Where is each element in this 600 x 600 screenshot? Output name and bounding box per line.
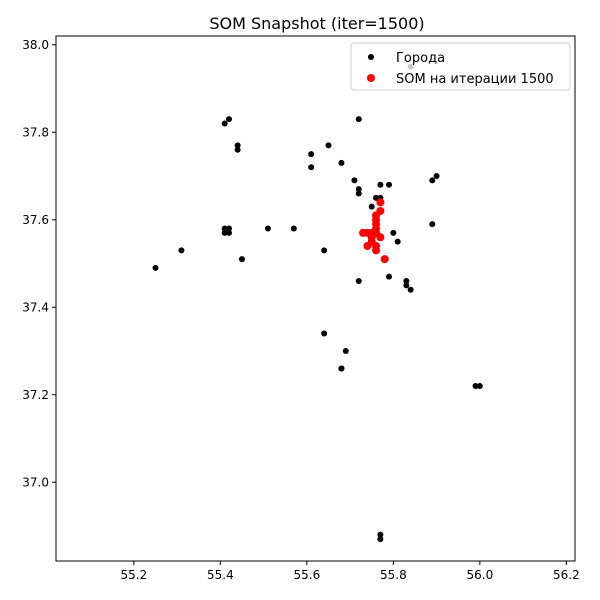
city-point [321, 330, 328, 337]
city-point [373, 194, 380, 201]
city-point [338, 365, 345, 372]
city-point [234, 142, 241, 149]
city-point [325, 142, 332, 149]
y-tick-label: 37.0 [22, 475, 49, 489]
city-point [386, 273, 393, 280]
city-point [403, 282, 410, 289]
som-point [363, 242, 372, 250]
y-axis: 37.0 37.2 37.4 37.6 37.8 38.0 [22, 38, 56, 489]
y-tick-label: 37.8 [22, 125, 49, 139]
x-tick-label: 56.2 [553, 568, 580, 582]
city-point [407, 286, 414, 293]
city-point [355, 190, 362, 197]
city-point [433, 173, 440, 179]
city-point [264, 225, 271, 232]
city-point [429, 221, 436, 228]
city-point [429, 177, 436, 184]
som-point [367, 228, 376, 237]
legend-label: Города [396, 51, 445, 66]
x-tick-label: 55.4 [207, 568, 234, 582]
x-tick-label: 55.6 [293, 568, 320, 582]
legend: Города SOM на итерации 1500 [350, 42, 571, 91]
city-point [377, 531, 384, 538]
city-point [321, 247, 328, 254]
city-point [308, 164, 315, 171]
city-point [355, 116, 362, 123]
city-point [476, 383, 483, 389]
som-point [380, 255, 389, 264]
x-tick-label: 56.0 [466, 568, 493, 582]
y-tick-label: 38.0 [22, 38, 49, 52]
city-point [390, 229, 397, 236]
city-point [351, 177, 358, 184]
x-tick-label: 55.8 [380, 568, 407, 582]
x-axis: 55.2 55.4 55.6 55.8 56.0 56.2 [120, 561, 580, 582]
data-points [152, 63, 483, 543]
y-tick-label: 37.4 [22, 300, 49, 314]
city-point [152, 264, 159, 271]
city-point [226, 225, 232, 232]
legend-box [350, 42, 571, 91]
city-point [238, 256, 245, 263]
legend-marker [367, 74, 375, 82]
city-point [377, 181, 384, 188]
legend-label: SOM на итерации 1500 [396, 72, 554, 87]
city-point [342, 348, 349, 354]
city-point [221, 229, 228, 236]
city-point [377, 536, 384, 543]
series-2 [359, 198, 389, 264]
chart-title: SOM Snapshot (iter=1500) [209, 14, 424, 33]
y-tick-label: 37.6 [22, 213, 49, 227]
legend-marker [368, 54, 374, 60]
som-point [372, 246, 381, 255]
som-point [359, 228, 368, 237]
city-point [226, 116, 232, 123]
city-point [394, 238, 401, 245]
som-point [376, 198, 385, 207]
city-point [221, 225, 228, 232]
city-point [178, 247, 185, 254]
city-point [338, 159, 345, 166]
x-tick-label: 55.2 [120, 568, 147, 582]
city-point [221, 120, 228, 127]
city-point [472, 383, 479, 389]
som-point [376, 233, 385, 242]
city-point [290, 225, 297, 232]
y-tick-label: 37.2 [22, 388, 49, 402]
city-point [355, 278, 362, 284]
city-point [403, 278, 410, 284]
city-point [226, 229, 232, 236]
city-point [386, 181, 393, 188]
plot-frame [55, 35, 576, 562]
city-point [234, 146, 241, 153]
city-point [308, 151, 315, 158]
city-point [368, 203, 375, 210]
city-point [355, 186, 362, 193]
